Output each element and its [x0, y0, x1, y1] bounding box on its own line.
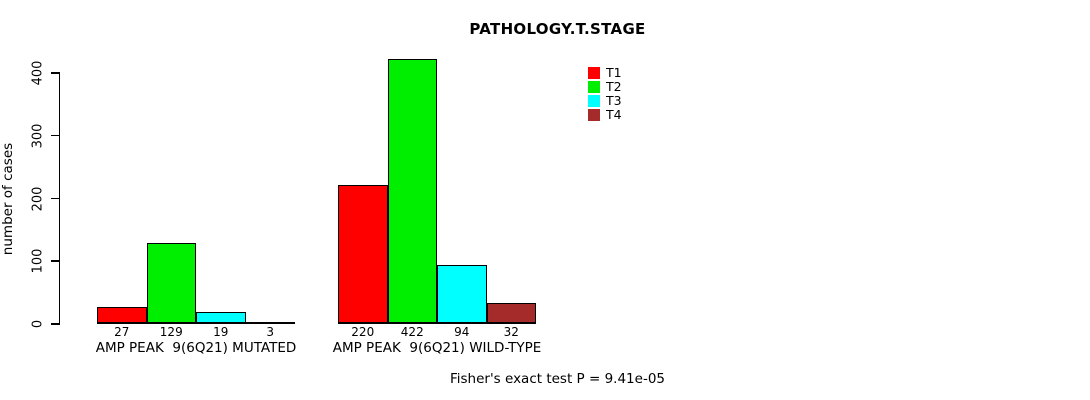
bar-value-label: 27	[114, 324, 130, 339]
bar-value-label: 94	[454, 324, 470, 339]
legend-swatch-t4	[588, 109, 600, 121]
y-axis-tick	[50, 134, 59, 137]
y-axis-tick-label: 200	[30, 186, 46, 211]
legend-label: T2	[606, 79, 622, 94]
legend-swatch-t3	[588, 95, 600, 107]
annotation-fisher-test: Fisher's exact test P = 9.41e-05	[449, 371, 666, 387]
bar-value-label: 220	[351, 324, 375, 339]
y-axis-line	[58, 72, 60, 325]
bar-t1-group1	[97, 306, 147, 324]
legend-swatch-t1	[588, 67, 600, 79]
bar-t2-group1	[146, 242, 196, 324]
bar-value-label: 422	[400, 324, 424, 339]
bar-value-label: 3	[266, 324, 275, 339]
legend-item-t3: T3	[588, 94, 622, 108]
legend-label: T1	[606, 65, 622, 80]
y-axis-tick-label: 0	[30, 319, 46, 329]
y-axis-tick-label: 400	[30, 60, 46, 86]
bar-t3-group1	[196, 311, 246, 324]
bar-t1-group2	[338, 185, 388, 324]
legend-item-t4: T4	[588, 108, 622, 122]
category-label-group1: AMP PEAK 9(6Q21) MUTATED	[95, 339, 297, 356]
legend-item-t2: T2	[588, 80, 622, 94]
y-axis-tick	[50, 197, 59, 199]
y-axis-tick-label: 100	[30, 248, 46, 274]
bar-value-label: 19	[213, 324, 229, 339]
bar-t4-group1	[245, 321, 295, 324]
y-axis-tick	[50, 72, 59, 74]
legend-label: T3	[606, 93, 622, 108]
legend-swatch-t2	[588, 81, 600, 93]
legend-item-t1: T1	[588, 66, 622, 80]
y-axis-tick-label: 300	[30, 123, 46, 149]
y-axis-label: number of cases	[0, 142, 16, 256]
y-axis-tick	[50, 323, 59, 325]
y-axis-tick	[50, 260, 59, 262]
category-label-group2: AMP PEAK 9(6Q21) WILD-TYPE	[332, 339, 542, 356]
bar-value-label: 129	[159, 324, 183, 339]
bar-t2-group2	[387, 58, 437, 324]
legend-label: T4	[606, 107, 622, 122]
bar-t4-group2	[486, 303, 536, 324]
chart-title: PATHOLOGY.T.STAGE	[469, 20, 646, 38]
bar-t3-group2	[437, 264, 487, 324]
bar-value-label: 32	[503, 324, 519, 339]
